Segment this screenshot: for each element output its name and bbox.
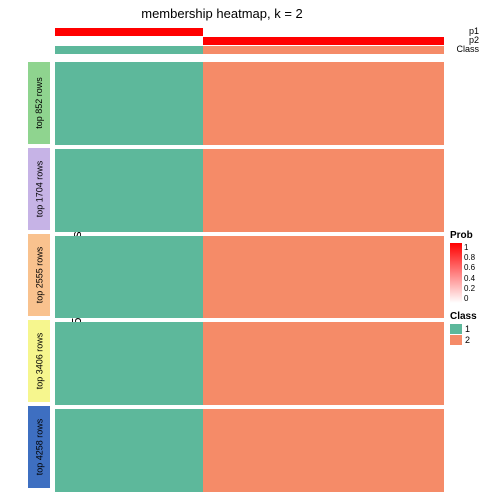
heatmap-cell — [203, 236, 444, 319]
heatmap-cell — [55, 409, 203, 492]
annotation-segment — [203, 46, 444, 54]
legend-class-title: Class — [450, 311, 502, 322]
heatmap-body — [55, 62, 444, 492]
annotation-segment — [55, 37, 203, 45]
heatmap-cell — [55, 236, 203, 319]
legend-item-label: 2 — [465, 335, 470, 345]
annotation-segment — [55, 28, 203, 36]
row-group-label: top 1704 rows — [28, 148, 50, 230]
gradient-tick: 0.4 — [464, 274, 475, 283]
gradient-tick: 1 — [464, 243, 475, 252]
heatmap-cell — [55, 62, 203, 145]
heatmap-cell — [203, 409, 444, 492]
heatmap-row — [55, 62, 444, 145]
annotation-row: Class — [55, 46, 444, 54]
row-group-label: top 3406 rows — [28, 320, 50, 402]
legend-prob-title: Prob — [450, 230, 502, 241]
legend-class-items: 12 — [450, 324, 502, 345]
gradient-tick: 0 — [464, 294, 475, 303]
annotation-label: Class — [456, 44, 479, 54]
annotation-row: p2 — [55, 37, 444, 45]
heatmap-row — [55, 236, 444, 319]
gradient-tick: 0.2 — [464, 284, 475, 293]
annotation-segment — [55, 46, 203, 54]
row-group-label: top 2555 rows — [28, 234, 50, 316]
legend-class-item: 1 — [450, 324, 502, 334]
legend-swatch — [450, 324, 462, 334]
gradient-tick: 0.8 — [464, 253, 475, 262]
heatmap-cell — [55, 322, 203, 405]
chart-title: membership heatmap, k = 2 — [0, 6, 444, 21]
heatmap-cell — [55, 149, 203, 232]
heatmap-figure: membership heatmap, k = 2 50 x 5 random … — [0, 0, 504, 504]
annotation-row: p1 — [55, 28, 444, 36]
heatmap-row — [55, 409, 444, 492]
annotation-tracks: p1p2Class — [55, 28, 444, 55]
row-group-labels: top 852 rows top 1704 rows top 2555 rows to… — [28, 62, 50, 492]
heatmap-row — [55, 322, 444, 405]
annotation-segment — [203, 28, 444, 36]
legend-swatch — [450, 335, 462, 345]
row-group-label: top 4258 rows — [28, 406, 50, 488]
heatmap-cell — [203, 149, 444, 232]
gradient-bar — [450, 243, 462, 303]
heatmap-cell — [203, 62, 444, 145]
gradient-ticks: 10.80.6 0.40.20 — [464, 243, 475, 303]
gradient-tick: 0.6 — [464, 263, 475, 272]
heatmap-cell — [203, 322, 444, 405]
heatmap-row — [55, 149, 444, 232]
annotation-segment — [203, 37, 444, 45]
legend-class-item: 2 — [450, 335, 502, 345]
legend-prob-gradient: 10.80.6 0.40.20 — [450, 243, 502, 303]
row-group-label: top 852 rows — [28, 62, 50, 144]
legend-item-label: 1 — [465, 324, 470, 334]
legend: Prob 10.80.60.40.20 Class 12 — [450, 230, 502, 345]
